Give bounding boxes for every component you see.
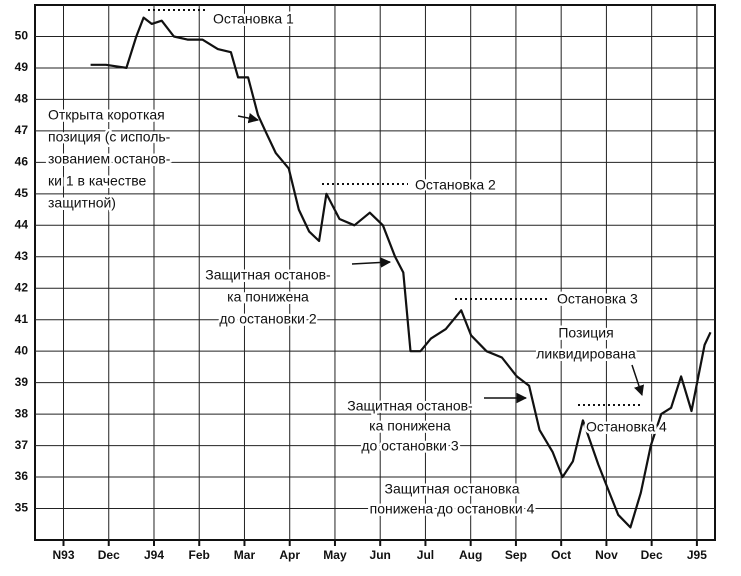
y-tick-label: 36 — [15, 469, 29, 483]
y-tick-label: 44 — [15, 217, 29, 231]
series — [90, 16, 712, 529]
annotations: Остановка 1 Открыта короткая позиция (с ис… — [46, 8, 670, 519]
y-tick-label: 45 — [15, 186, 29, 200]
annotation: позиция (с исполь- — [48, 129, 171, 145]
y-tick-label: 50 — [15, 29, 29, 43]
arrow — [631, 364, 644, 396]
plot-frame — [34, 4, 716, 541]
x-tick-label: Feb — [189, 548, 210, 562]
arrow — [237, 112, 260, 124]
y-tick-label: 48 — [15, 92, 29, 106]
grid: 35 36 37 38 39 40 41 42 43 44 45 46 47 48 49 50 N93 Dec J9… — [15, 5, 715, 562]
y-tick-label: 39 — [15, 375, 29, 389]
annotation: Остановка 4 — [586, 419, 667, 435]
annotation: ки 1 в качестве — [48, 173, 147, 189]
x-tick-label: May — [323, 548, 347, 562]
annotation: до остановки 2 — [219, 311, 316, 327]
x-tick-label: J95 — [687, 548, 707, 562]
x-tick-label: Oct — [551, 548, 571, 562]
annotation: Защитная останов- — [205, 267, 331, 283]
x-tick-label: Dec — [641, 548, 663, 562]
x-tick-label: Nov — [595, 548, 618, 562]
y-tick-label: 47 — [15, 123, 29, 137]
x-tick-label: Jun — [370, 548, 391, 562]
x-tick-label: Apr — [279, 548, 300, 562]
annotation: ка понижена — [227, 289, 309, 305]
y-tick-label: 46 — [15, 155, 29, 169]
x-tick-label: J94 — [144, 548, 164, 562]
guides — [148, 9, 640, 406]
y-tick-label: 42 — [15, 280, 29, 294]
y-tick-label: 41 — [15, 312, 29, 326]
annotation: Открыта короткая — [48, 107, 165, 123]
annotation: Защитная останов- — [347, 398, 473, 414]
annotation: понижена до остановки 4 — [370, 501, 535, 517]
x-tick-label: Sep — [505, 548, 527, 562]
arrow — [351, 257, 392, 268]
annotation: Остановка 2 — [415, 177, 496, 193]
annotation: Защитная остановка — [385, 481, 520, 497]
y-tick-label: 49 — [15, 60, 29, 74]
y-tick-label: 35 — [15, 501, 29, 515]
annotation: ликвидирована — [536, 346, 636, 362]
x-tick-label: Aug — [459, 548, 482, 562]
annotation: ка понижена — [369, 418, 451, 434]
x-tick-label: Jul — [417, 548, 434, 562]
annotation: до остановки 3 — [361, 438, 458, 454]
x-tick-label: Mar — [234, 548, 256, 562]
x-tick-label: Dec — [98, 548, 120, 562]
arrows — [237, 112, 644, 404]
annotation: Позиция — [558, 325, 613, 341]
annotation: Остановка 3 — [557, 291, 638, 307]
y-tick-label: 38 — [15, 406, 29, 420]
y-tick-label: 40 — [15, 343, 29, 357]
annotation: Остановка 1 — [213, 11, 294, 27]
x-tick-label: N93 — [52, 548, 74, 562]
annotation: зованием останов- — [48, 151, 171, 167]
y-tick-label: 43 — [15, 249, 29, 263]
price-line — [90, 16, 712, 529]
y-tick-label: 37 — [15, 438, 29, 452]
annotation: защитной) — [48, 195, 116, 211]
